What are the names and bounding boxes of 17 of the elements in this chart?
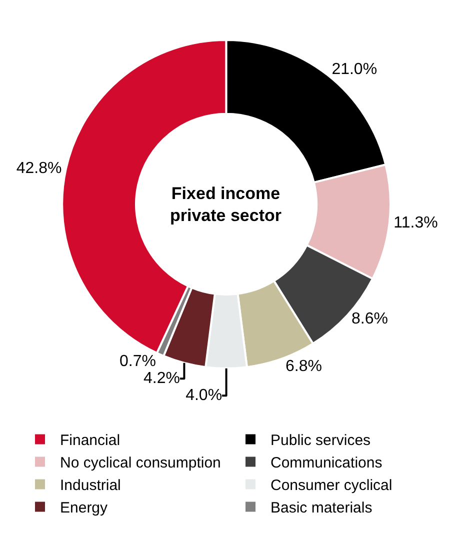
data-label: 0.7% xyxy=(120,353,156,370)
legend-label: Financial xyxy=(60,432,120,450)
data-label: 6.8% xyxy=(286,358,322,375)
text: Fixed income private sector xyxy=(170,184,282,226)
legend-label: Energy xyxy=(60,500,108,517)
legend-label: Consumer cyclical xyxy=(270,477,392,494)
legend-label: Industrial xyxy=(60,477,121,494)
data-label: 4.0% xyxy=(186,387,222,404)
data-label: 21.0% xyxy=(332,61,378,78)
legend-label: No cyclical consumption xyxy=(60,454,221,472)
data-label: 42.8% xyxy=(16,160,62,177)
legend-label: Communications xyxy=(270,454,382,472)
legend-label: Basic materials xyxy=(270,500,372,517)
legend-label: Public services xyxy=(270,432,371,450)
data-label: 8.6% xyxy=(351,310,388,328)
data-label: 4.2% xyxy=(143,370,180,388)
data-label: 11.3% xyxy=(394,214,438,232)
